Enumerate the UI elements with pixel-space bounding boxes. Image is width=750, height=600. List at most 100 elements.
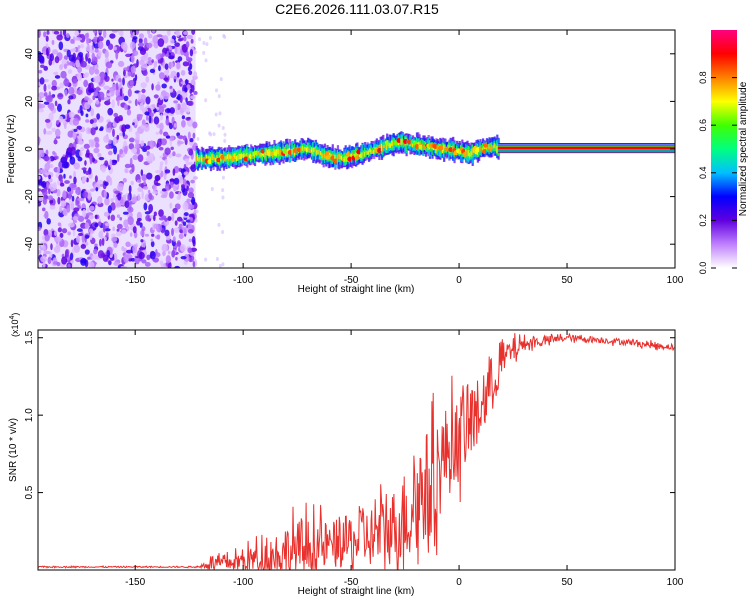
noise-speck	[188, 238, 193, 243]
noise-speck	[151, 104, 156, 108]
ridge-cell	[237, 154, 240, 161]
noise-speck	[221, 195, 225, 200]
noise-speck	[54, 100, 58, 107]
noise-speck	[110, 214, 116, 222]
noise-speck	[44, 234, 50, 242]
noise-speck	[144, 211, 151, 215]
noise-speck	[127, 193, 131, 202]
noise-speck	[80, 257, 87, 266]
noise-speck	[119, 216, 123, 221]
noise-speck	[122, 177, 127, 183]
noise-speck	[165, 118, 170, 126]
ridge-cell	[485, 145, 489, 150]
noise-speck	[154, 174, 161, 182]
noise-speck	[62, 190, 67, 199]
ridge-cell	[472, 150, 476, 158]
noise-speck	[128, 137, 135, 143]
ridge-cell	[479, 146, 482, 151]
noise-speck	[205, 42, 209, 47]
noise-speck	[153, 61, 158, 68]
noise-speck	[115, 231, 122, 237]
noise-speck	[100, 96, 105, 101]
noise-speck	[88, 261, 95, 268]
y-tick-label: 40	[24, 48, 35, 60]
noise-speck	[55, 128, 61, 137]
noise-speck	[169, 191, 174, 199]
snr-panel: -150 -100 -50 0 50 100 0.5 1.0 1.5 Height of st…	[8, 313, 684, 597]
ridge-cell	[345, 156, 349, 162]
ridge-cell	[234, 152, 237, 160]
noise-speck	[70, 201, 75, 211]
ridge-cell	[320, 150, 323, 156]
spectrogram-ridge	[195, 131, 675, 172]
noise-speck	[52, 182, 57, 191]
ridge-cell	[469, 152, 472, 158]
ridge-peak	[396, 138, 402, 144]
noise-speck	[164, 158, 168, 165]
noise-speck	[179, 244, 186, 253]
noise-speck	[156, 34, 163, 38]
ridge-cell	[496, 145, 499, 153]
noise-speck	[76, 89, 83, 95]
noise-speck	[159, 94, 163, 101]
noise-speck	[120, 196, 124, 204]
noise-speck	[185, 97, 188, 103]
noise-speck	[42, 261, 46, 268]
noise-speck	[128, 100, 132, 104]
ridge-peak	[207, 159, 213, 165]
y-tick-label: 20	[24, 95, 35, 107]
noise-speck	[183, 171, 189, 176]
ridge-peak	[356, 149, 362, 155]
ridge-cell	[335, 157, 338, 161]
noise-speck	[169, 202, 173, 209]
noise-speck	[138, 33, 145, 39]
noise-speck	[172, 207, 178, 214]
ridge-cell	[378, 145, 381, 151]
x-tick-label: -150	[125, 275, 145, 286]
ridge-cell	[243, 153, 246, 159]
noise-speck	[92, 95, 96, 101]
noise-speck	[168, 184, 172, 190]
ridge-cell	[380, 143, 384, 151]
ridge-cell	[233, 153, 236, 159]
noise-speck	[132, 122, 135, 126]
noise-speck	[121, 127, 125, 133]
noise-speck	[190, 95, 196, 100]
noise-speck	[182, 188, 188, 196]
noise-speck	[169, 74, 175, 79]
noise-speck	[155, 84, 161, 91]
noise-speck	[63, 63, 68, 70]
ridge-peak	[216, 157, 222, 163]
noise-speck	[161, 243, 169, 253]
noise-speck	[73, 176, 77, 185]
noise-speck	[138, 91, 142, 101]
noise-speck	[38, 69, 43, 74]
ridge-peak	[287, 150, 293, 156]
noise-speck	[54, 230, 58, 237]
noise-speck	[57, 227, 62, 233]
ridge-cell	[377, 144, 380, 152]
ridge-peak	[273, 151, 279, 157]
ridge-cell	[373, 149, 376, 154]
y-tick-label: 1.5	[24, 330, 35, 344]
noise-speck	[43, 155, 50, 162]
noise-speck	[140, 94, 145, 99]
noise-speck	[88, 214, 94, 220]
noise-speck	[45, 130, 53, 135]
noise-speck	[129, 212, 133, 217]
noise-speck	[68, 61, 75, 66]
noise-speck	[183, 212, 189, 217]
noise-speck	[109, 177, 113, 186]
noise-speck	[144, 145, 151, 150]
noise-speck	[176, 90, 182, 95]
noise-speck	[103, 135, 110, 143]
noise-speck	[68, 95, 74, 100]
noise-speck	[42, 189, 48, 196]
noise-speck	[165, 255, 172, 264]
noise-speck	[218, 263, 222, 268]
noise-speck	[104, 50, 109, 59]
noise-speck	[171, 249, 176, 258]
ridge-cell	[312, 147, 315, 155]
ridge-peak	[384, 140, 390, 146]
noise-speck	[84, 222, 90, 230]
